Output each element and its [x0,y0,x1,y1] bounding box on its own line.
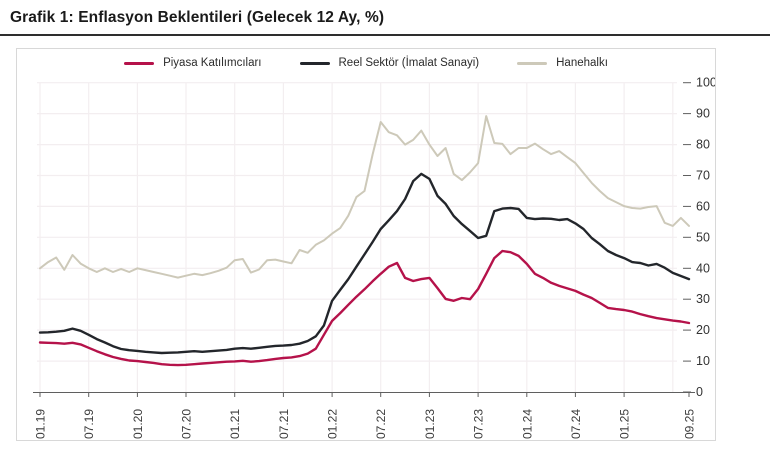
y-axis-label: 50 [696,230,710,244]
series-line-1 [38,172,691,355]
y-axis-label: 90 [696,107,710,121]
y-axis-label: 60 [696,199,710,213]
x-axis-label: 01.20 [131,409,145,439]
x-axis-label: 01.22 [326,409,340,439]
x-axis-label: 01.23 [423,409,437,439]
grid-layer [37,82,677,392]
x-axis-label: 09.25 [683,409,697,439]
x-axis-label: 01.24 [520,409,534,439]
y-axis-label: 100 [696,76,715,90]
x-axis-label: 07.19 [82,409,96,439]
legend-line-swatch-hanehalki [517,61,548,65]
chart-canvas: 01.19 07.19 01.20 07.20 01.21 07.21 01.22 07.22… [33,76,715,439]
y-axis-label: 40 [696,261,710,275]
legend-item-piyasa: Piyasa Katılımcıları [124,57,262,69]
y-axis-label: 30 [696,292,710,306]
page-header: Grafik 1: Enflasyon Beklentileri (Gelece… [0,0,770,36]
y-axis-label: 10 [696,354,710,368]
series-line-2 [39,115,690,279]
legend-label-hanehalki: Hanehalkı [556,57,608,69]
legend-line-swatch-piyasa [124,61,155,65]
legend-item-reel-sektor: Reel Sektör (İmalat Sanayi) [299,57,480,69]
page-title: Grafik 1: Enflasyon Beklentileri (Gelece… [10,9,385,26]
chart-card: Piyasa Katılımcıları Reel Sektör (İmalat… [16,48,716,441]
legend-item-hanehalki: Hanehalkı [517,57,608,69]
x-axis-label: 01.21 [228,409,242,439]
axis-layer: 01.19 07.19 01.20 07.20 01.21 07.21 01.22 07.22… [33,76,715,439]
x-axis-label: 07.20 [180,409,194,439]
y-axis-label: 80 [696,138,710,152]
series-layer [38,115,691,367]
x-axis-label: 07.24 [569,409,583,439]
x-axis-label: 01.19 [34,409,48,439]
x-axis-label: 01.25 [618,409,632,439]
chart-legend: Piyasa Katılımcıları Reel Sektör (İmalat… [17,57,715,69]
y-axis-label: 70 [696,169,710,183]
series-line-0 [38,249,691,367]
y-axis-label: 0 [696,385,703,399]
x-axis-label: 07.21 [277,409,291,439]
y-axis-label: 20 [696,323,710,337]
legend-label-reel-sektor: Reel Sektör (İmalat Sanayi) [338,57,480,69]
legend-label-piyasa: Piyasa Katılımcıları [163,57,262,69]
x-axis-label: 07.22 [374,409,388,439]
x-axis-label: 07.23 [472,409,486,439]
legend-line-swatch-reel-sektor [299,61,330,65]
